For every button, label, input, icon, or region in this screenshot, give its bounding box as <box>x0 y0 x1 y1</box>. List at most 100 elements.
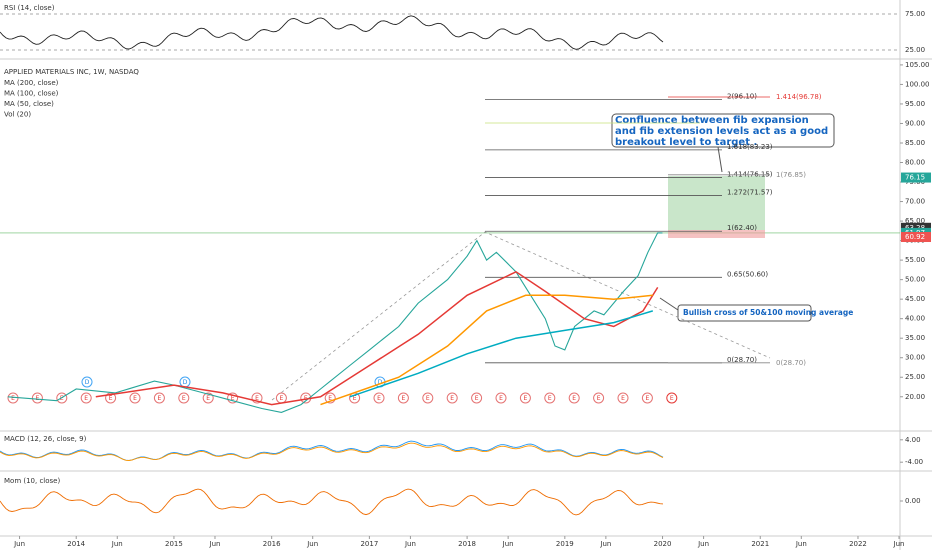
price-badge-label: 63.28 <box>905 224 925 232</box>
fib-level-label: 0.65(50.60) <box>727 270 768 278</box>
rsi-tick-label: 75.00 <box>905 10 925 18</box>
earnings-marker <box>568 392 580 404</box>
earnings-marker-label: E <box>646 395 650 402</box>
earnings-marker-label: E <box>280 395 284 402</box>
earnings-marker-label: E <box>353 395 357 402</box>
indicator-label: MA (100, close) <box>4 90 59 98</box>
earnings-marker <box>178 392 190 404</box>
x-tick-label: Jun <box>795 540 807 548</box>
earnings-marker-label: E <box>84 395 88 402</box>
x-tick-label: 2017 <box>360 540 378 548</box>
earnings-marker <box>80 392 92 404</box>
x-tick-label: Jun <box>111 540 123 548</box>
fib-trend <box>271 231 771 401</box>
earnings-marker-label: E <box>133 395 137 402</box>
fib-ext-label: 0(28.70) <box>776 359 806 367</box>
earnings-marker-label: E <box>450 395 454 402</box>
mom-label: Mom (10, close) <box>4 477 60 485</box>
x-tick-label: Jun <box>404 540 416 548</box>
earnings-marker <box>519 392 531 404</box>
earnings-marker <box>446 392 458 404</box>
y-tick-label: 25.00 <box>905 373 925 381</box>
rsi-tick-label: 25.00 <box>905 46 925 54</box>
earnings-marker-label: E <box>597 395 601 402</box>
x-tick-label: 2022 <box>849 540 867 548</box>
mom-line <box>0 488 664 516</box>
cross-callout-text: Bullish cross of 50&100 moving average <box>683 308 853 317</box>
dividend-marker-label: D <box>378 379 383 386</box>
fib-level-label: 1.618(83.23) <box>727 143 773 151</box>
x-tick-label: 2020 <box>654 540 672 548</box>
earnings-marker <box>593 392 605 404</box>
macd-line <box>0 440 664 461</box>
dividend-marker <box>81 376 93 388</box>
x-tick-label: 2015 <box>165 540 183 548</box>
series-line <box>349 310 654 398</box>
y-tick-label: 70.00 <box>905 198 925 206</box>
earnings-marker <box>495 392 507 404</box>
macd-tick-label: 4.00 <box>905 436 921 444</box>
cross-callout: Bullish cross of 50&100 moving average <box>659 297 853 322</box>
price-badge-label: 76.15 <box>905 174 925 182</box>
earnings-marker-label: E <box>36 395 40 402</box>
fib-level-label: 0(28.70) <box>727 356 757 364</box>
earnings-marker-label: E <box>109 395 113 402</box>
y-tick-label: 65.00 <box>905 217 925 225</box>
x-tick-label: Jun <box>599 540 611 548</box>
y-tick-label: 95.00 <box>905 100 925 108</box>
earnings-marker-label: E <box>182 395 186 402</box>
callout: Confluence between fib expansion and fib… <box>611 113 835 173</box>
earnings-marker-label: E <box>377 395 381 402</box>
earnings-marker-label: E <box>158 395 162 402</box>
x-tick-label: Jun <box>893 540 905 548</box>
x-tick-label: Jun <box>209 540 221 548</box>
y-tick-label: 80.00 <box>905 159 925 167</box>
earnings-marker <box>153 392 165 404</box>
price-badge <box>901 172 931 183</box>
rsi-label: RSI (14, close) <box>4 4 55 12</box>
y-tick-label: 105.00 <box>905 61 930 69</box>
price-badge <box>901 222 931 233</box>
earnings-marker-label: E <box>255 395 259 402</box>
indicator-label: Vol (20) <box>4 111 31 119</box>
fib-level-label: 1.272(71.57) <box>727 188 773 196</box>
fib-ext-label: 1(76.85) <box>776 171 806 179</box>
mom-tick-label: 0.00 <box>905 497 921 505</box>
fib-ext-label: 1.414(96.78) <box>776 93 822 101</box>
earnings-marker-label: E <box>426 395 430 402</box>
target-zone <box>668 176 765 230</box>
x-tick-label: 2021 <box>751 540 769 548</box>
macd-tick-label: -4.00 <box>905 458 923 466</box>
x-tick-label: Jun <box>502 540 514 548</box>
indicator-label: MA (50, close) <box>4 100 54 108</box>
earnings-marker <box>373 392 385 404</box>
chart-title: APPLIED MATERIALS INC, 1W, NASDAQ <box>4 68 139 76</box>
y-tick-label: 55.00 <box>905 256 925 264</box>
x-tick-label: Jun <box>13 540 25 548</box>
series-line <box>7 232 663 413</box>
y-tick-label: 20.00 <box>905 393 925 401</box>
fib-level-label: 1(62.40) <box>727 224 757 232</box>
y-tick-label: 100.00 <box>905 80 930 88</box>
x-tick-label: Jun <box>697 540 709 548</box>
earnings-marker <box>471 392 483 404</box>
x-tick-label: 2016 <box>263 540 281 548</box>
y-tick-label: 30.00 <box>905 354 925 362</box>
earnings-marker-label: E <box>206 395 210 402</box>
y-tick-label: 90.00 <box>905 119 925 127</box>
earnings-marker-label: E <box>572 395 576 402</box>
x-tick-label: Jun <box>306 540 318 548</box>
x-tick-label: 2018 <box>458 540 476 548</box>
dividend-marker-label: D <box>183 379 188 386</box>
earnings-marker-label: E <box>60 395 64 402</box>
earnings-marker-label: E <box>475 395 479 402</box>
earnings-marker <box>129 392 141 404</box>
earnings-marker <box>397 392 409 404</box>
x-tick-label: 2014 <box>67 540 85 548</box>
price-badge-label: 60.92 <box>905 233 925 241</box>
earnings-marker-label: E <box>621 395 625 402</box>
earnings-marker-label: E <box>499 395 503 402</box>
